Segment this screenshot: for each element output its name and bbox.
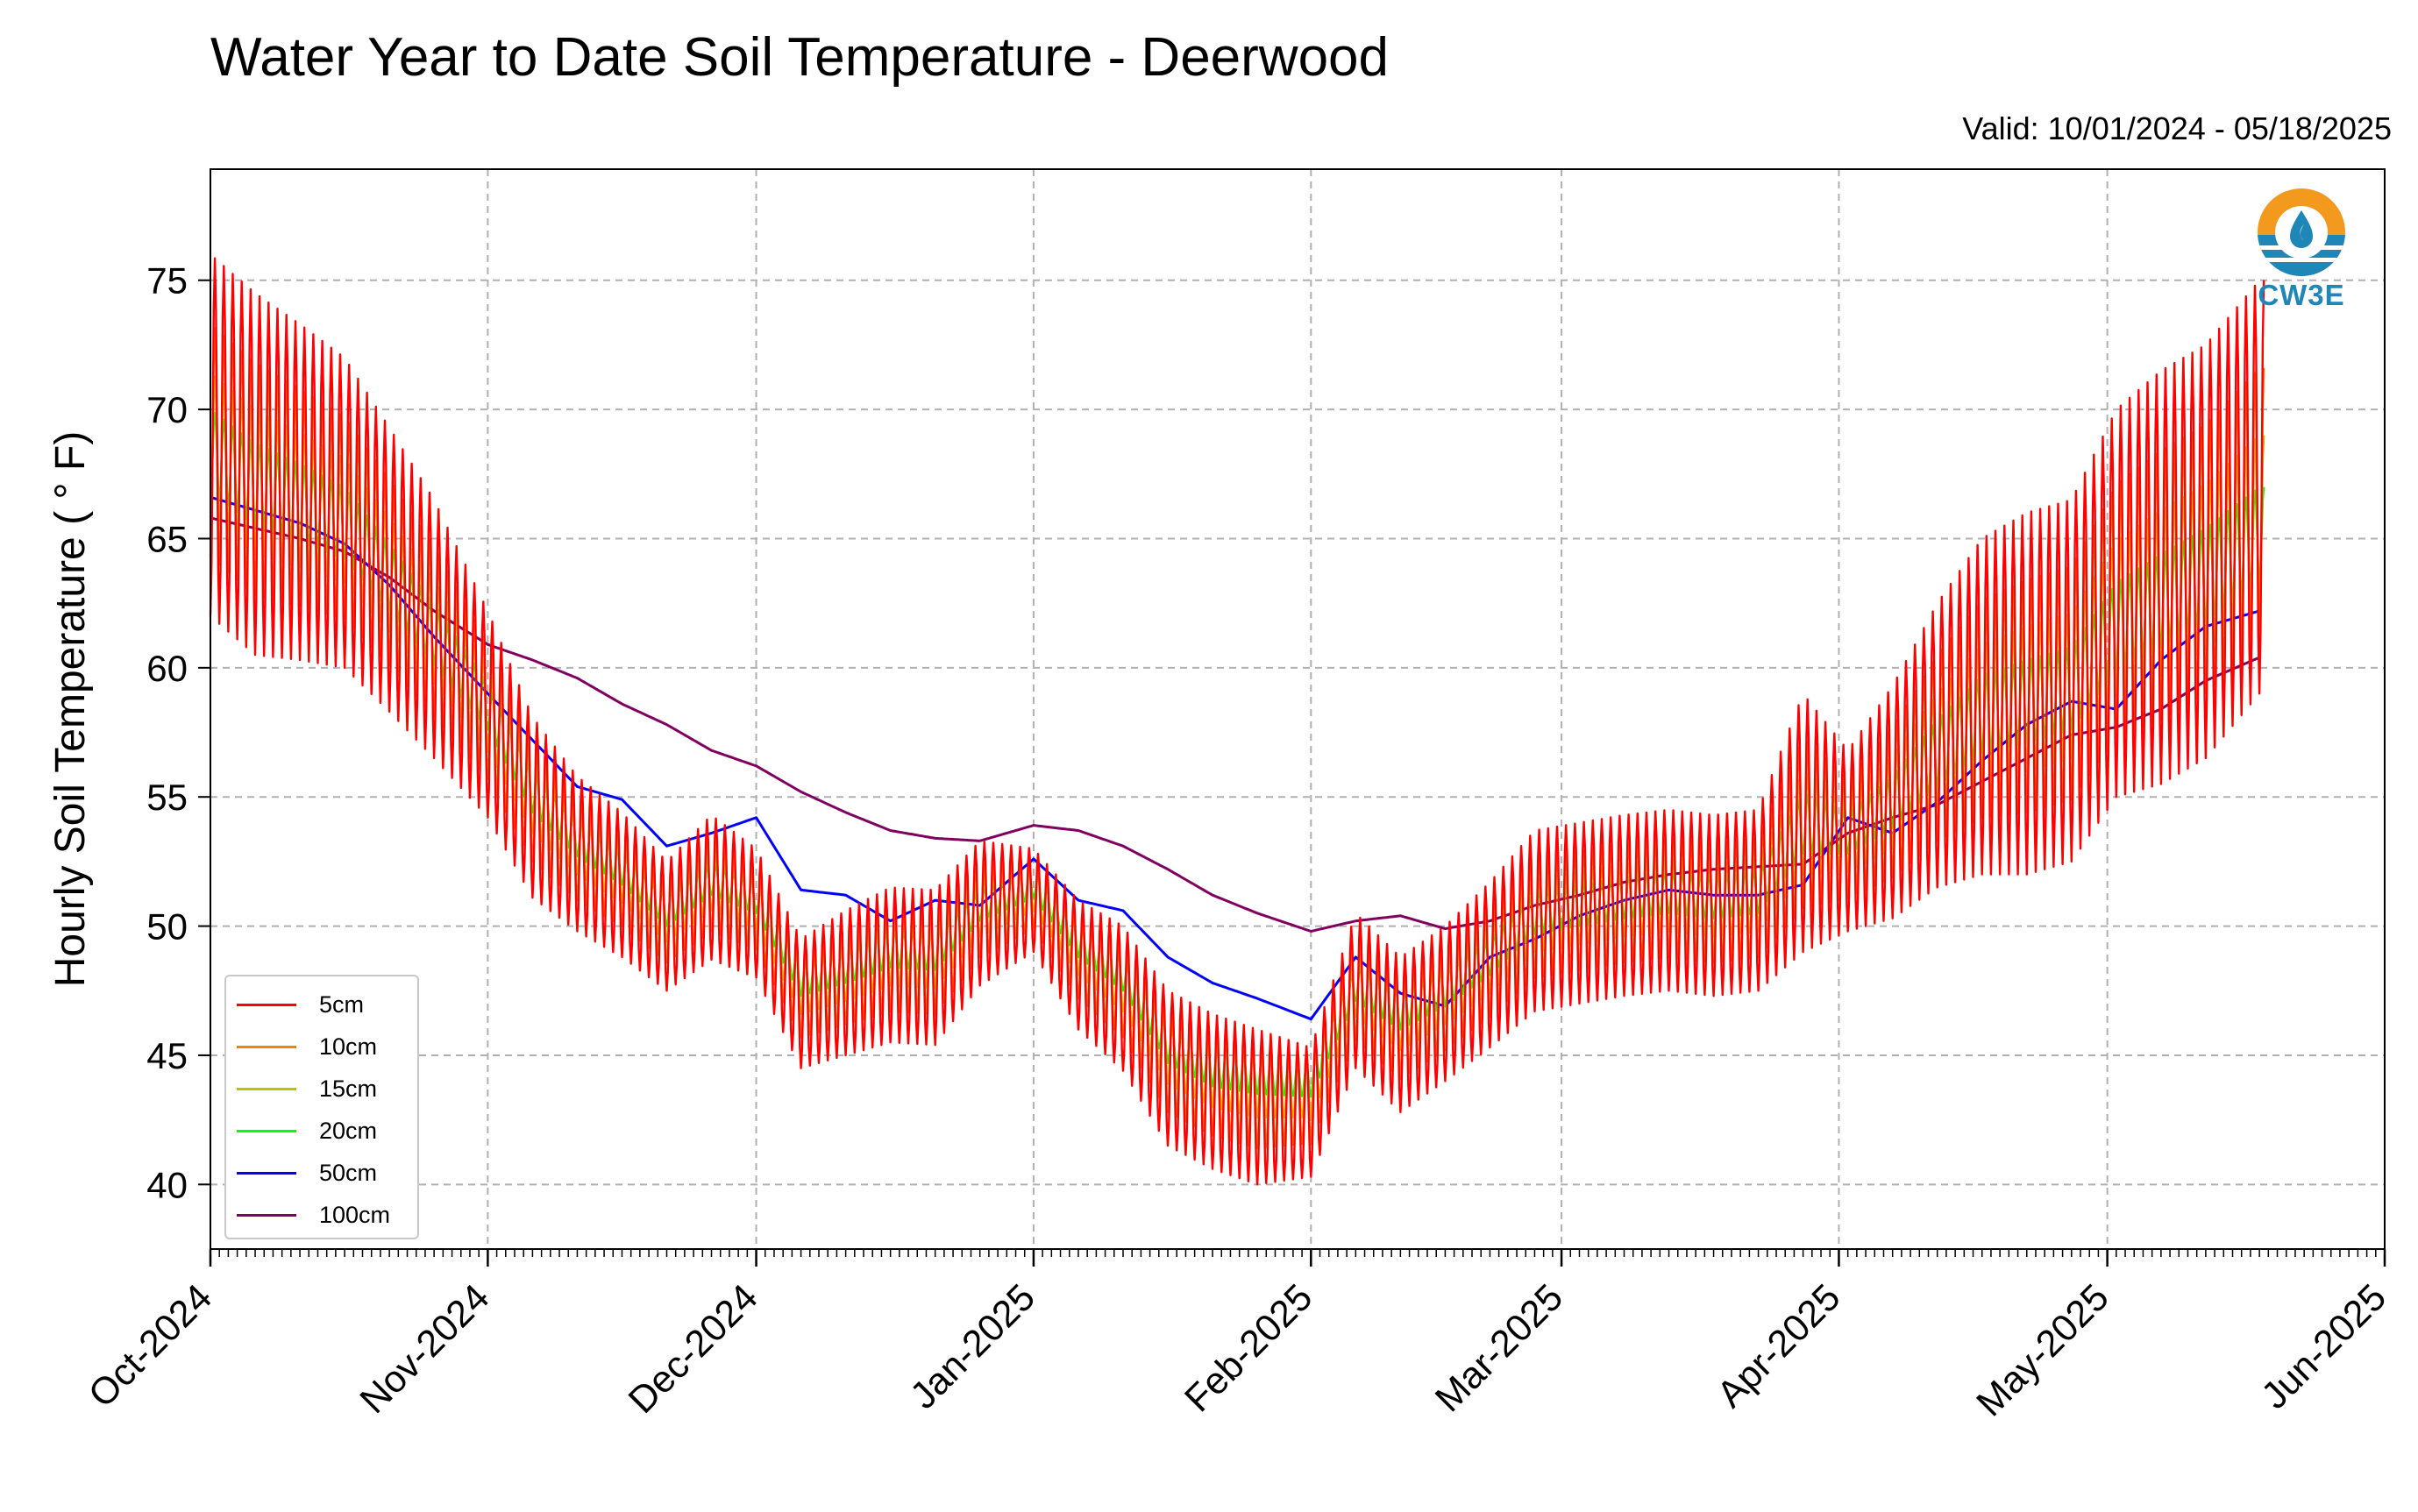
series-line-5cm <box>209 257 2265 1186</box>
legend-item-20cm: 20cm <box>237 1111 377 1150</box>
valid-date-range: Valid: 10/01/2024 - 05/18/2025 <box>1962 110 2392 146</box>
y-tick-label: 75 <box>146 260 188 302</box>
cw3e-logo-icon <box>2258 188 2345 276</box>
chart-title: Water Year to Date Soil Temperature - De… <box>210 27 1390 88</box>
y-tick-label: 70 <box>146 389 188 430</box>
legend-swatch <box>237 1003 296 1006</box>
legend-swatch <box>237 1045 296 1048</box>
x-tick-label: Nov-2024 <box>352 1276 498 1422</box>
legend-label: 20cm <box>319 1117 378 1144</box>
cw3e-logo-text: CW3E <box>2258 279 2345 311</box>
legend-label: 100cm <box>319 1201 391 1228</box>
grid-lines <box>210 169 2386 1249</box>
y-tick-label: 40 <box>146 1164 188 1205</box>
legend-swatch <box>237 1087 296 1090</box>
legend-item-15cm: 15cm <box>237 1069 377 1108</box>
x-tick-label: May-2025 <box>1969 1276 2117 1424</box>
y-tick-label: 45 <box>146 1035 188 1076</box>
y-tick-label: 50 <box>146 906 188 948</box>
x-tick-label: Feb-2025 <box>1177 1276 1320 1420</box>
legend-label: 5cm <box>319 990 365 1018</box>
y-tick-label: 60 <box>146 648 188 689</box>
legend-label: 50cm <box>319 1159 378 1186</box>
x-tick-label: Apr-2025 <box>1709 1276 1848 1416</box>
legend-label: 10cm <box>319 1033 378 1060</box>
legend-swatch <box>237 1213 296 1217</box>
x-tick-label: Oct-2024 <box>81 1276 220 1416</box>
legend-item-5cm: 5cm <box>237 985 364 1024</box>
legend-item-50cm: 50cm <box>237 1154 377 1192</box>
legend: 5cm 10cm 15cm 20cm 50cm 100cm <box>224 975 419 1239</box>
x-tick-label: Jan-2025 <box>902 1276 1043 1417</box>
x-tick-label: Mar-2025 <box>1427 1276 1571 1420</box>
y-axis-label: Hourly Soil Temperature ( ° F) <box>47 431 94 988</box>
y-tick-label: 65 <box>146 518 188 559</box>
legend-label: 15cm <box>319 1075 378 1102</box>
legend-item-100cm: 100cm <box>237 1196 390 1234</box>
plot-frame <box>210 168 2386 1250</box>
axis-ticks <box>198 279 2386 1267</box>
legend-item-10cm: 10cm <box>237 1027 377 1066</box>
series-layer <box>209 257 2265 1186</box>
x-tick-label: Jun-2025 <box>2253 1276 2394 1417</box>
x-tick-label: Dec-2024 <box>621 1276 766 1422</box>
axis-tick-labels: 40 45 50 55 60 65 70 75 Oct-2024 Nov-2024 Dec-2024… <box>81 260 2394 1425</box>
legend-swatch <box>237 1171 296 1175</box>
legend-swatch <box>237 1129 296 1132</box>
y-tick-label: 55 <box>146 777 188 818</box>
